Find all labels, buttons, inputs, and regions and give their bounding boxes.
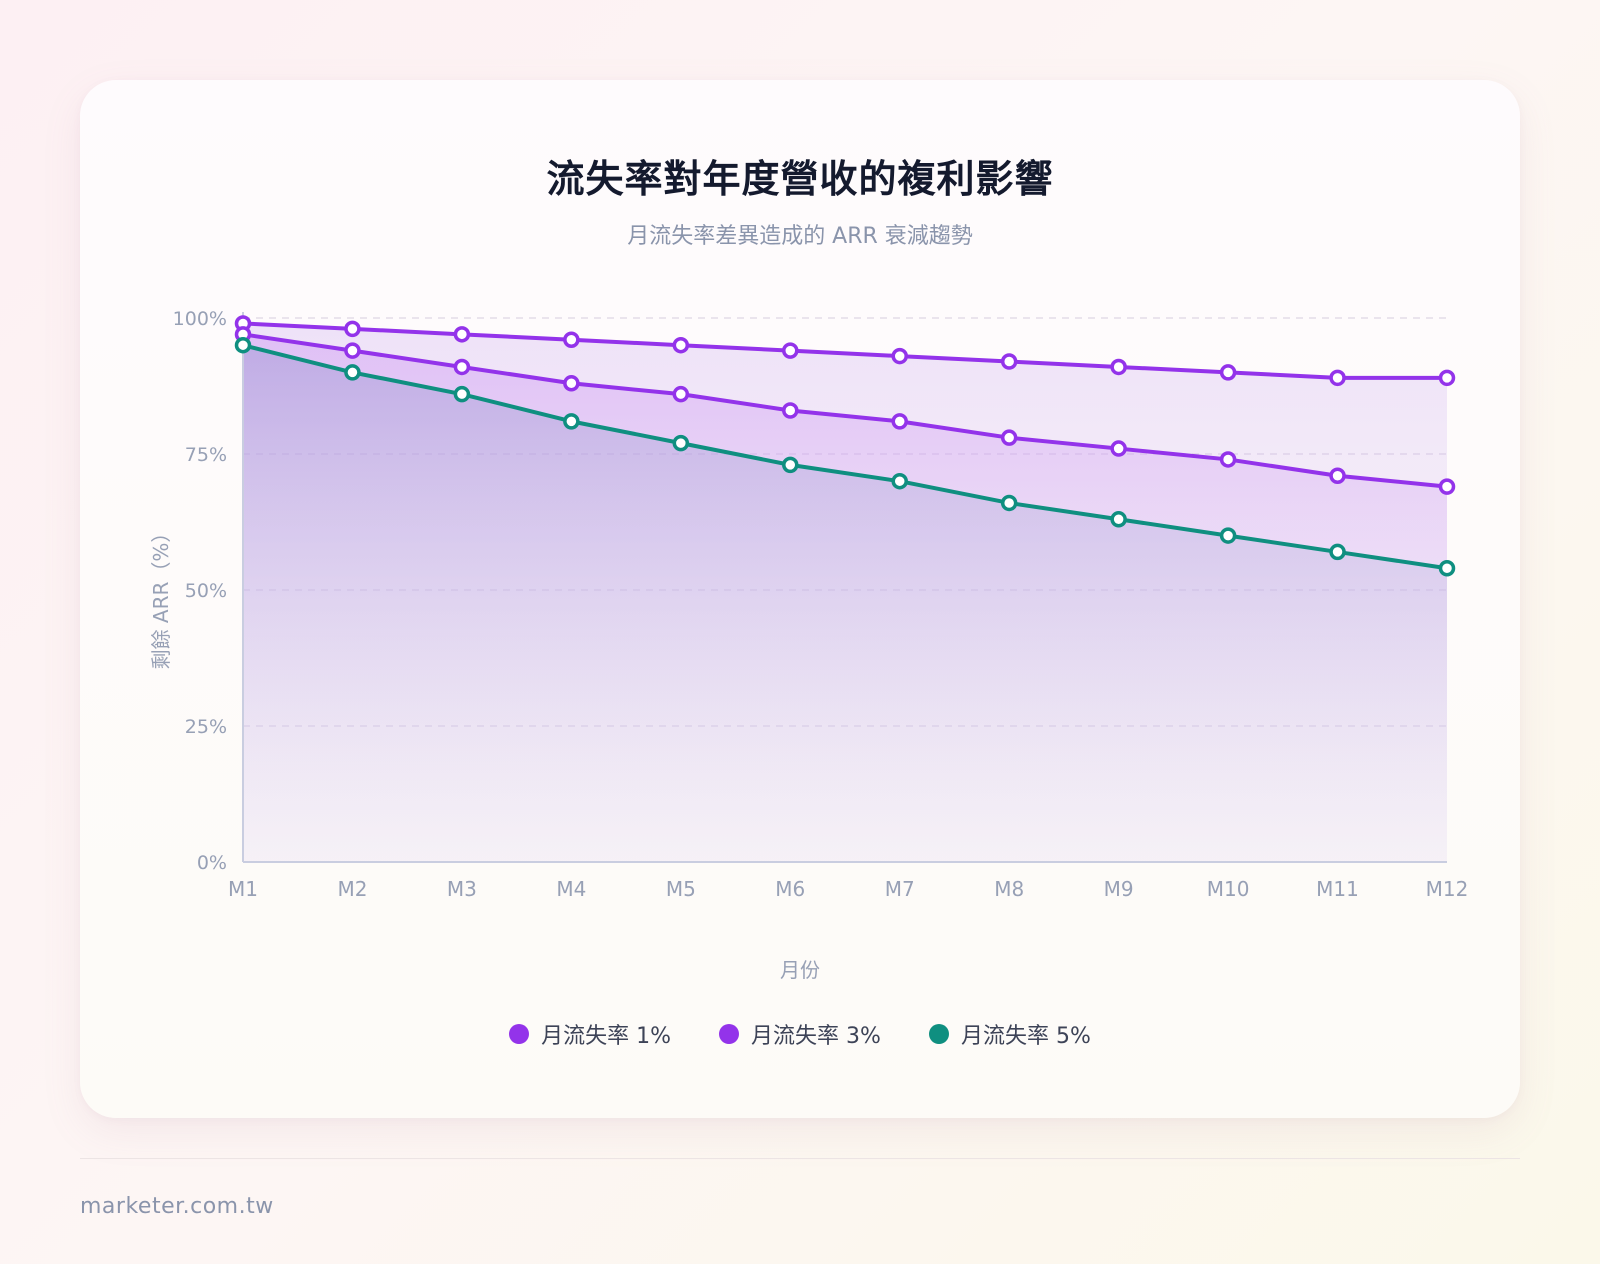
legend-swatch-icon <box>719 1024 740 1044</box>
data-point <box>453 385 471 403</box>
x-tick-label: M5 <box>666 877 696 901</box>
data-point <box>344 364 361 381</box>
data-point <box>1438 559 1456 577</box>
data-point <box>563 375 580 392</box>
data-point <box>453 326 471 343</box>
data-point <box>1219 364 1237 381</box>
y-tick-label: 100% <box>173 308 227 330</box>
x-tick-label: M10 <box>1207 877 1250 901</box>
series-lines <box>241 321 1449 571</box>
data-point <box>672 434 690 452</box>
data-point <box>1438 369 1456 387</box>
data-point <box>782 342 799 359</box>
legend: 月流失率 1% 月流失率 3% 月流失率 5% <box>0 1018 1600 1050</box>
data-point <box>1329 369 1346 387</box>
y-tick-label: 50% <box>185 580 227 602</box>
chart-subtitle: 月流失率差異造成的 ARR 衰減趨勢 <box>627 224 973 249</box>
x-tick-label: M1 <box>228 877 258 901</box>
legend-item-churn-5[interactable]: 月流失率 5% <box>928 1018 1091 1050</box>
x-tick-label: M11 <box>1316 877 1359 901</box>
footer-site: marketer.com.tw <box>80 1194 274 1219</box>
data-point <box>453 358 471 376</box>
series-areas <box>243 323 1447 862</box>
data-point <box>891 413 908 430</box>
x-axis-title: 月份 <box>780 958 820 982</box>
data-point <box>1000 429 1018 446</box>
data-point <box>782 402 799 419</box>
data-point <box>563 331 580 349</box>
data-point <box>563 413 580 430</box>
data-point <box>891 472 908 490</box>
x-tick-label: M8 <box>994 877 1024 901</box>
x-tick-label: M4 <box>556 877 586 901</box>
data-point <box>1110 511 1127 528</box>
data-point <box>1110 358 1127 376</box>
series-area <box>243 345 1447 862</box>
x-tick-label: M3 <box>447 877 477 901</box>
data-point <box>1110 440 1127 457</box>
legend-label: 月流失率 1% <box>541 1024 672 1049</box>
data-point <box>344 342 361 359</box>
y-tick-label: 0% <box>197 852 227 874</box>
legend-swatch-icon <box>509 1024 530 1044</box>
data-point <box>672 336 690 354</box>
data-point <box>1000 353 1018 370</box>
chart-title: 流失率對年度營收的複利影響 <box>546 157 1054 201</box>
data-point <box>1329 467 1346 485</box>
series-line <box>241 343 1449 571</box>
y-axis-title: 剩餘 ARR（%） <box>149 523 173 670</box>
x-tick-label: M7 <box>885 877 915 901</box>
legend-label: 月流失率 5% <box>960 1024 1091 1049</box>
data-point <box>1219 527 1237 544</box>
series-points <box>234 315 1456 577</box>
axis-labels: 0% 25% 50% 75% 100% M1 M2 M3 M4 M5 M6 M7 M8 M9 M10 M11 M… <box>149 308 1468 982</box>
legend-item-churn-1[interactable]: 月流失率 1% <box>509 1018 671 1050</box>
y-tick-label: 75% <box>185 444 227 466</box>
line-chart: 0% 25% 50% 75% 100% M1 M2 M3 M4 M5 M6 M7 M8 M9 M10 M11 M… <box>149 308 1468 982</box>
data-point <box>672 385 690 403</box>
data-point <box>344 320 361 338</box>
legend-swatch-icon <box>928 1024 949 1044</box>
legend-label: 月流失率 3% <box>751 1024 881 1049</box>
x-tick-label: M6 <box>775 877 805 901</box>
series-line <box>241 332 1449 489</box>
series-line <box>241 321 1449 380</box>
data-point <box>1000 494 1018 512</box>
data-point <box>1438 478 1456 495</box>
data-point <box>234 336 252 354</box>
y-tick-label: 25% <box>185 716 227 738</box>
axes <box>242 312 1447 863</box>
x-tick-label: M9 <box>1104 877 1134 901</box>
data-point <box>891 347 908 365</box>
data-point <box>1219 451 1237 468</box>
footer-divider <box>80 1158 1520 1159</box>
legend-item-churn-3[interactable]: 月流失率 3% <box>719 1018 881 1050</box>
data-point <box>782 456 799 474</box>
x-tick-label: M2 <box>337 877 367 901</box>
x-tick-label: M12 <box>1426 877 1469 901</box>
data-point <box>1329 543 1346 561</box>
